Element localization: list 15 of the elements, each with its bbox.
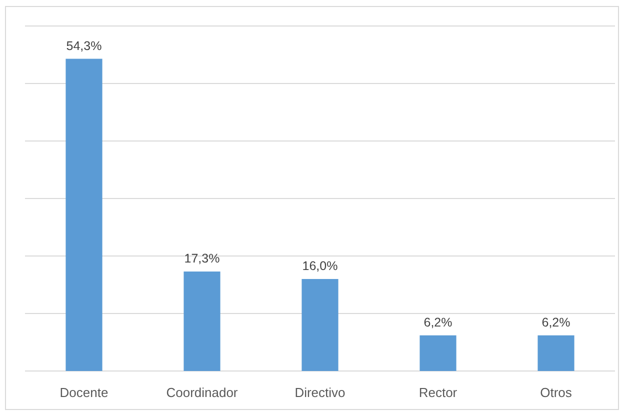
x-tick-label: Coordinador	[166, 385, 238, 400]
x-tick-label: Rector	[418, 385, 458, 400]
x-tick-label: Directivo	[294, 385, 346, 400]
bar	[302, 279, 338, 371]
bar	[538, 335, 574, 371]
bar	[184, 272, 220, 371]
data-label: 17,3%	[184, 252, 220, 266]
data-label: 16,0%	[302, 259, 338, 273]
bar	[66, 58, 102, 371]
bar	[420, 335, 456, 371]
data-label: 6,2%	[424, 315, 452, 330]
x-tick-label: Docente	[60, 385, 108, 400]
x-tick-label: Otros	[540, 385, 572, 400]
data-label: 6,2%	[542, 315, 570, 330]
data-label: 54,3%	[66, 38, 102, 53]
